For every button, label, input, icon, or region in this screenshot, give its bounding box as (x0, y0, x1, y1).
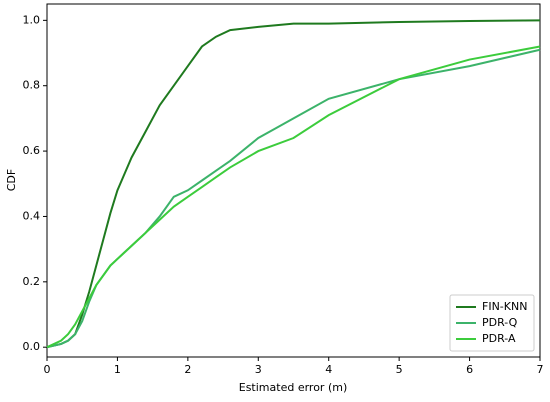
y-tick-label: 0.4 (23, 209, 41, 222)
x-axis-label: Estimated error (m) (239, 381, 348, 394)
x-tick-label: 1 (114, 363, 121, 376)
x-tick-label: 5 (396, 363, 403, 376)
x-tick-label: 6 (466, 363, 473, 376)
y-tick-label: 1.0 (23, 13, 41, 26)
line-series (46, 19, 541, 349)
legend-label: PDR-Q (482, 316, 518, 329)
legend-label: PDR-A (482, 332, 516, 345)
plot-frame (46, 3, 541, 358)
y-tick-label: 0.6 (23, 144, 41, 157)
x-tick-label: 0 (44, 363, 51, 376)
line-series (46, 45, 541, 349)
x-tick-label: 3 (255, 363, 262, 376)
legend-label: FIN-KNN (482, 300, 527, 313)
y-tick-label: 0.2 (23, 275, 41, 288)
x-tick-label: 4 (325, 363, 332, 376)
x-tick-label: 2 (184, 363, 191, 376)
legend-box (449, 294, 535, 352)
line-series (46, 48, 541, 349)
y-tick-label: 0.0 (23, 340, 41, 353)
y-tick-label: 0.8 (23, 79, 41, 92)
x-tick-label: 7 (537, 363, 544, 376)
y-axis-label: CDF (5, 169, 18, 191)
